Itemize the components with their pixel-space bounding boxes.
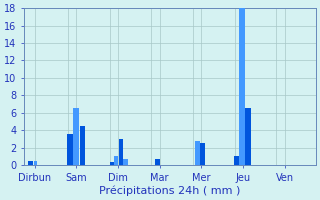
Bar <box>195 141 200 165</box>
Bar <box>80 126 85 165</box>
Bar <box>28 161 33 165</box>
Bar <box>234 156 239 165</box>
Bar <box>67 134 73 165</box>
Bar <box>239 8 245 165</box>
Bar <box>73 108 79 165</box>
Bar <box>123 159 127 165</box>
X-axis label: Précipitations 24h ( mm ): Précipitations 24h ( mm ) <box>99 185 241 196</box>
Bar <box>114 156 118 165</box>
Bar <box>155 159 160 165</box>
Bar <box>34 161 37 165</box>
Bar <box>109 162 114 165</box>
Bar <box>200 143 204 165</box>
Bar <box>119 139 123 165</box>
Bar <box>245 108 251 165</box>
